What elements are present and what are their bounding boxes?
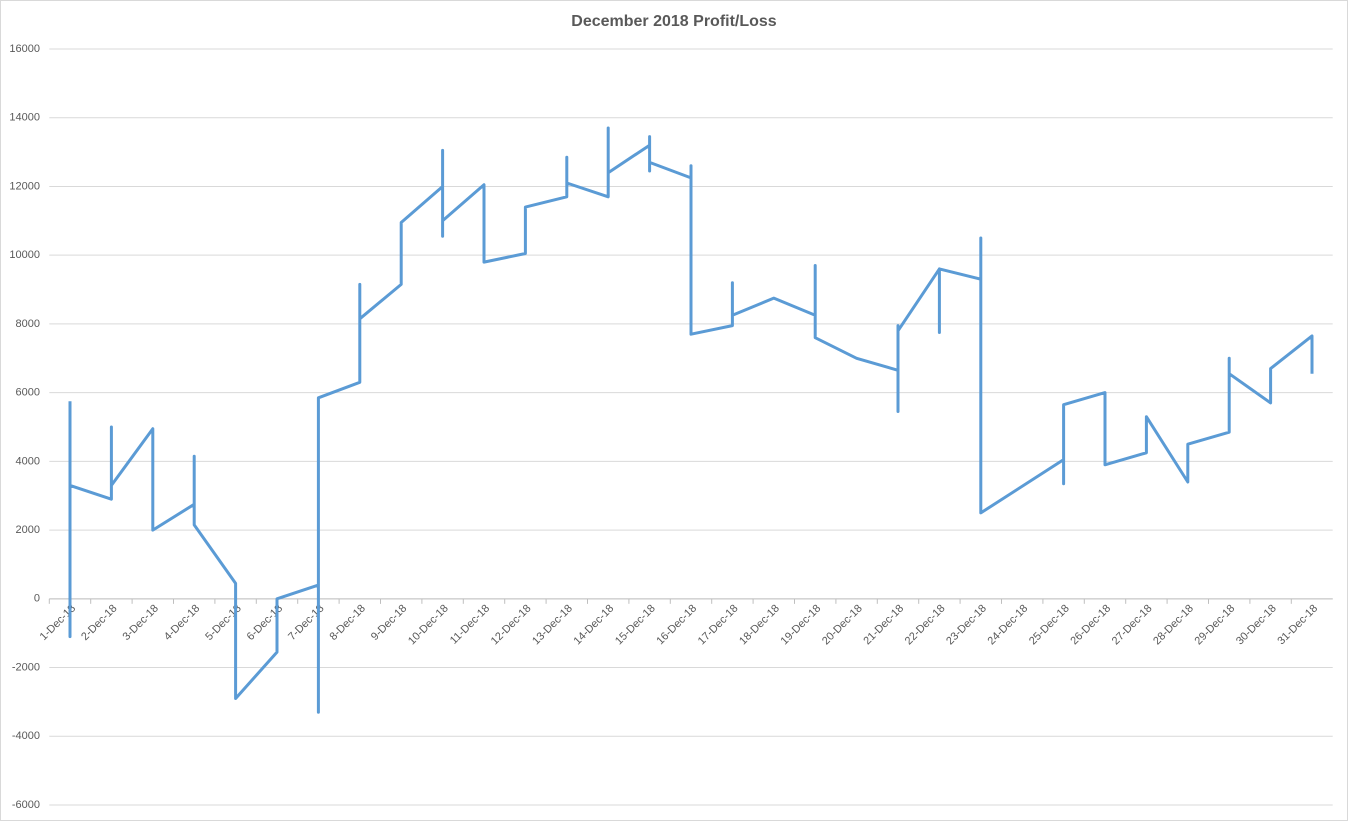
y-tick-label: 4000 — [16, 455, 40, 467]
y-tick-label: 8000 — [16, 318, 40, 330]
y-tick-label: 10000 — [9, 249, 40, 261]
y-tick-label: -6000 — [12, 799, 40, 811]
y-tick-label: 6000 — [16, 387, 40, 399]
chart-title: December 2018 Profit/Loss — [571, 13, 777, 30]
y-tick-label: 0 — [34, 593, 40, 605]
y-tick-label: 14000 — [9, 112, 40, 124]
y-tick-label: -2000 — [12, 661, 40, 673]
y-tick-label: 12000 — [9, 180, 40, 192]
y-tick-label: 16000 — [9, 43, 40, 55]
y-tick-label: 2000 — [16, 524, 40, 536]
y-tick-label: -4000 — [12, 730, 40, 742]
line-series — [68, 126, 1314, 714]
